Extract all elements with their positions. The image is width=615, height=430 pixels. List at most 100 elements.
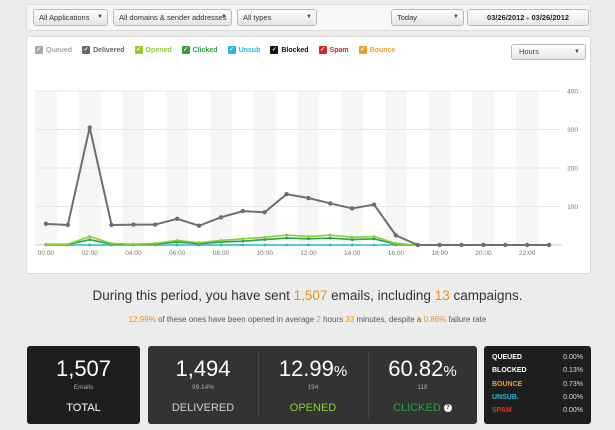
y-tick-label: 300 [567, 127, 578, 134]
checkbox-icon[interactable]: ✓ [181, 46, 190, 54]
legend-item-spam[interactable]: ✓ Spam [318, 46, 349, 54]
y-tick-label: 400 [567, 89, 578, 96]
summary-detail-b: hours [320, 315, 346, 324]
data-point-clicked [328, 236, 332, 240]
period-select-value: Today [397, 13, 418, 22]
data-point-opened [219, 238, 223, 242]
opened-label: OPENED [289, 402, 337, 414]
data-point-delivered [284, 191, 289, 197]
data-point-opened [132, 242, 135, 246]
applications-select-value: All Applications [39, 13, 90, 22]
checkbox-icon[interactable]: ✓ [35, 46, 43, 54]
total-stat: 1,507 Emails TOTAL [27, 346, 140, 424]
data-point-unsub [285, 243, 288, 247]
rate-name: BLOCKED [492, 367, 527, 375]
legend-label: Bounce [369, 46, 396, 54]
data-point-delivered [174, 216, 180, 222]
data-point-opened [285, 233, 288, 237]
data-point-clicked [307, 237, 310, 241]
clicked-sub: 118 [417, 384, 428, 391]
legend-label: Delivered [93, 46, 125, 54]
total-stat-card: 1,507 Emails TOTAL [27, 346, 140, 424]
data-point-opened [394, 242, 398, 245]
legend-label: Queued [46, 46, 73, 54]
checkbox-icon[interactable]: ✓ [358, 46, 367, 54]
data-point-delivered [109, 222, 114, 228]
rate-value: 0.13% [563, 367, 583, 375]
types-select-value: All types [243, 13, 272, 22]
data-point-opened [110, 242, 113, 245]
types-select[interactable]: All types ▼ [237, 9, 317, 26]
checkbox-icon[interactable]: ✓ [227, 46, 236, 54]
summary-middle: emails, including [327, 288, 435, 303]
emails-sent-count: 1,507 [293, 288, 328, 303]
campaigns-count: 13 [434, 288, 450, 303]
data-point-clicked [263, 238, 267, 242]
table-row: BOUNCE 0.73% [492, 378, 583, 391]
data-point-delivered [546, 242, 552, 248]
data-point-unsub [372, 243, 376, 247]
rate-name: QUEUED [492, 354, 522, 362]
y-tick-label: 200 [567, 166, 578, 173]
data-point-delivered [131, 222, 136, 227]
delivered-value: 1,494 [175, 356, 231, 381]
date-to[interactable]: 03/26/2012 [531, 13, 570, 22]
chevron-down-icon: ▼ [453, 14, 459, 20]
checkbox-icon[interactable]: ✓ [318, 46, 327, 54]
granularity-select[interactable]: Hours ▼ [511, 44, 586, 60]
delivered-label: DELIVERED [171, 402, 235, 414]
opened-unit: % [333, 363, 348, 380]
legend-item-blocked[interactable]: ✓ Blocked [270, 46, 309, 54]
legend-item-opened[interactable]: ✓ Opened [134, 46, 172, 54]
total-label: TOTAL [66, 402, 101, 414]
clicked-stat: 60.82% 118 CLICKED ? [368, 346, 477, 424]
data-point-clicked [285, 236, 288, 240]
applications-select[interactable]: All Applications ▼ [33, 9, 108, 26]
data-point-opened [350, 235, 354, 239]
granularity-select-value: Hours [519, 47, 540, 56]
data-point-delivered [481, 242, 486, 248]
rate-value: 0.00% [563, 407, 583, 415]
legend-item-clicked[interactable]: ✓ Clicked [181, 46, 218, 54]
failure-rate-value: 0.86% [423, 315, 447, 324]
data-point-delivered [328, 201, 333, 206]
data-point-opened [263, 235, 267, 239]
opened-sub: 194 [307, 384, 319, 391]
filter-bar: All Applications ▼ All domains & sender … [26, 4, 591, 31]
data-point-unsub [241, 243, 245, 247]
legend-item-bounce[interactable]: ✓ Bounce [358, 46, 396, 54]
clicked-label-wrap: CLICKED ? [368, 402, 477, 414]
chevron-down-icon: ▼ [306, 14, 312, 20]
help-icon[interactable]: ? [443, 404, 452, 412]
data-point-clicked [350, 238, 354, 242]
data-point-unsub [328, 243, 332, 247]
checkbox-icon[interactable]: ✓ [82, 46, 91, 54]
x-tick-label: 22:00 [519, 250, 536, 257]
data-point-delivered [218, 215, 224, 220]
data-point-unsub [263, 243, 267, 247]
y-tick-label: 100 [567, 204, 578, 211]
legend-item-unsub[interactable]: ✓ Unsub [227, 46, 260, 54]
series-line-delivered [45, 126, 550, 246]
date-range-picker[interactable]: 03/26/2012 ▸ 03/26/2012 [467, 9, 589, 26]
data-point-clicked [88, 238, 92, 242]
legend-label: Spam [329, 46, 349, 54]
period-select[interactable]: Today ▼ [391, 9, 464, 26]
rate-name: BOUNCE [492, 380, 523, 388]
legend-item-queued[interactable]: ✓ Queued [35, 46, 72, 54]
date-from[interactable]: 03/26/2012 [486, 13, 525, 22]
data-point-delivered [240, 208, 246, 214]
data-point-unsub [175, 243, 179, 247]
domains-select[interactable]: All domains & sender addresses ▼ [113, 9, 232, 26]
checkbox-icon[interactable]: ✓ [134, 46, 143, 54]
clicked-value-wrap: 60.82% [368, 356, 477, 382]
data-point-delivered [459, 242, 464, 248]
checkbox-icon[interactable]: ✓ [270, 46, 279, 54]
avg-hours-value: 2 [316, 315, 321, 324]
legend-item-delivered[interactable]: ✓ Delivered [82, 46, 125, 54]
total-sub: Emails [73, 384, 94, 391]
data-point-opened [307, 235, 310, 238]
legend-label: Clicked [192, 46, 218, 54]
data-point-clicked [372, 237, 376, 241]
data-point-unsub [350, 243, 354, 247]
